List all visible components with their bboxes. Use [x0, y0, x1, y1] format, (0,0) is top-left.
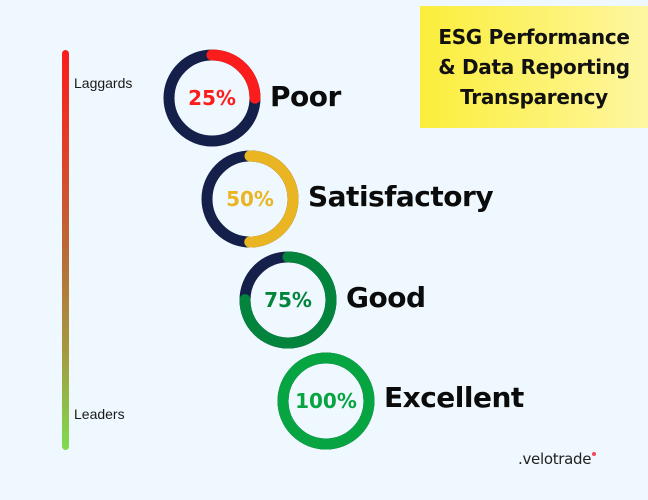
ring-poor: 25%	[163, 49, 261, 147]
ring-satisfactory: 50%	[201, 150, 299, 248]
level-label-satisfactory: Satisfactory	[308, 180, 494, 213]
level-label-good: Good	[346, 281, 426, 314]
laggards-leaders-gradient-bar	[62, 50, 69, 450]
logo-dot-icon	[592, 452, 597, 456]
percent-label: 25%	[188, 86, 236, 110]
level-label-excellent: Excellent	[384, 381, 524, 414]
logo-text: .velotrade	[518, 450, 592, 468]
scale-label-laggards: Laggards	[74, 75, 133, 91]
progress-ring-icon	[201, 150, 299, 248]
percent-label: 100%	[295, 389, 357, 413]
title-box: ESG Performance & Data Reporting Transpa…	[420, 6, 648, 128]
percent-label: 50%	[226, 187, 274, 211]
progress-ring-icon	[277, 352, 375, 450]
progress-ring-icon	[239, 251, 337, 349]
title-line-3: Transparency	[460, 85, 608, 109]
title-line-1: ESG Performance	[438, 25, 630, 49]
velotrade-logo: .velotrade	[518, 450, 597, 468]
scale-label-leaders: Leaders	[74, 406, 125, 422]
title-line-2: & Data Reporting	[438, 55, 630, 79]
level-label-poor: Poor	[270, 80, 341, 113]
progress-ring-icon	[163, 49, 261, 147]
percent-label: 75%	[264, 288, 312, 312]
ring-good: 75%	[239, 251, 337, 349]
ring-excellent: 100%	[277, 352, 375, 450]
